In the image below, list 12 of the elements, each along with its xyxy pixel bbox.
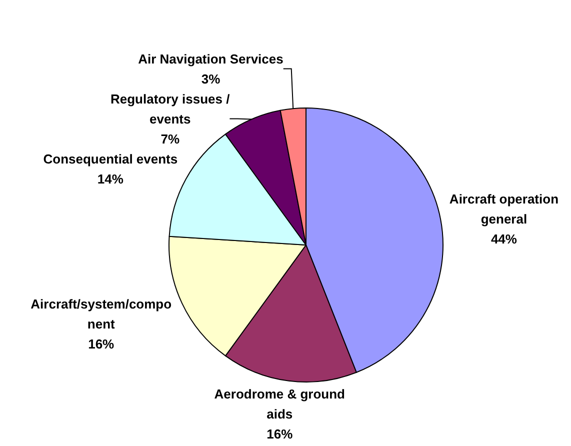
slice-label: Aircraft/system/compo nent [30,296,172,332]
slice-label: Consequential events [43,151,178,166]
data-label: 7% [160,131,180,146]
slice-label: Aerodrome & ground aids [214,386,346,422]
data-label: 3% [201,71,221,86]
slice-label: Air Navigation Services [138,51,284,66]
slice-label: Aircraft operation general [449,191,559,226]
data-label: 44% [490,231,518,246]
data-label: 16% [266,426,294,442]
data-label: 14% [97,171,124,186]
data-label: 16% [88,336,115,352]
slice-label: Regulatory issues / events [110,91,230,126]
